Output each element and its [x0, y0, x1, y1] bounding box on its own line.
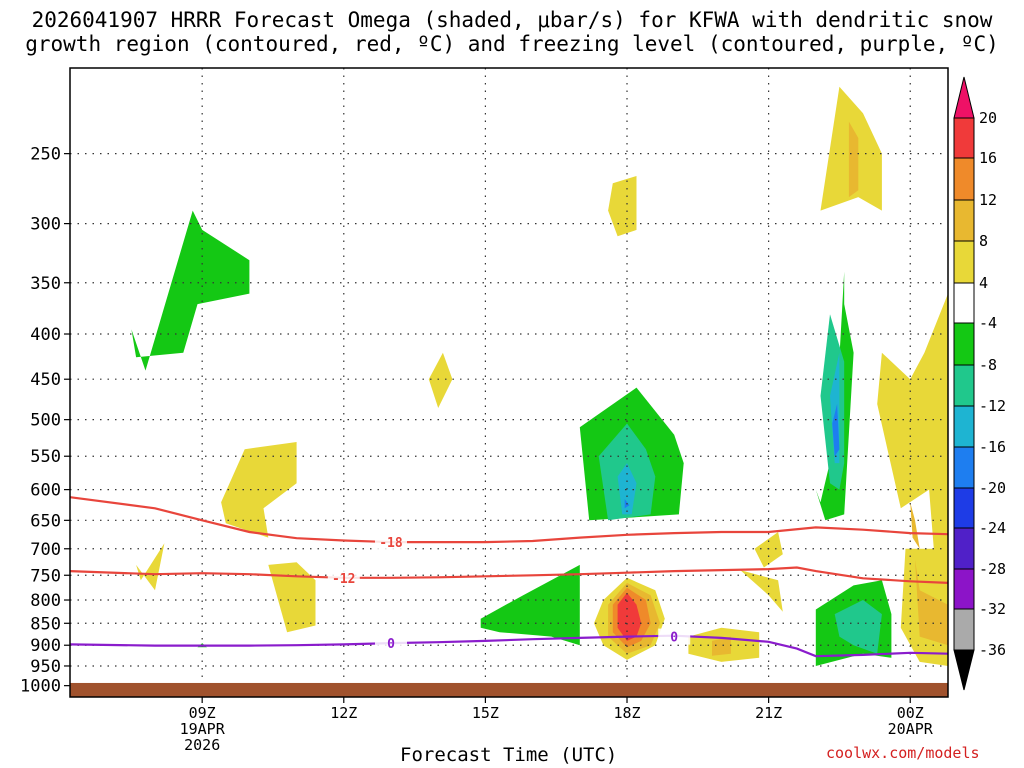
x-tick-label-9-1: 19APR	[180, 720, 226, 738]
site-credit: coolwx.com/models	[826, 744, 980, 762]
colorbar-label-11: -28	[979, 560, 1006, 578]
y-axis: 2503003504004505005506006507007508008509…	[20, 145, 70, 697]
colorbar-label-13: -36	[979, 641, 1006, 659]
omega-y9	[740, 570, 783, 612]
y-tick-label-600: 600	[30, 481, 61, 501]
freezing-level-contour-label-bg	[374, 635, 407, 652]
x-tick-label-9-2: 2026	[184, 736, 220, 754]
colorbar-label-7: -12	[979, 397, 1006, 415]
dgz-minus18-contour	[69, 496, 949, 544]
freezing-level-contour	[69, 634, 949, 658]
y-tick-label-800: 800	[30, 591, 61, 611]
colorbar-label-6: -8	[979, 356, 997, 374]
dgz-minus18-contour-label-bg	[374, 534, 407, 551]
plot-background	[70, 68, 948, 697]
omega-y1	[136, 543, 165, 591]
y-tick-label-750: 750	[30, 566, 61, 586]
plot-frame	[69, 67, 949, 698]
colorbar-bin-11	[953, 527, 975, 570]
colorbar-bin-5	[953, 282, 975, 324]
omega-y5	[608, 176, 637, 237]
colorbar-label-1: 16	[979, 149, 997, 167]
omega-c12	[834, 600, 882, 654]
colorbar-label-10: -24	[979, 519, 1006, 537]
y-tick-label-950: 950	[30, 657, 61, 677]
omega-g3	[480, 564, 580, 646]
colorbar-bin-7	[953, 364, 975, 407]
x-tick-label-21-0: 21Z	[755, 704, 782, 722]
omega-y3	[268, 562, 316, 633]
dgz-minus18-contour-label: -18	[379, 536, 403, 551]
colorbar-label-3: 8	[979, 232, 988, 250]
freezing-label-2-label: 0	[670, 631, 678, 646]
y-tick-label-1000: 1000	[20, 677, 61, 697]
colorbar-bin-4	[953, 240, 975, 284]
ground-terrain	[70, 682, 948, 697]
colorbar-bin-1	[953, 117, 975, 159]
x-tick-label-24-0: 00Z	[897, 704, 924, 722]
x-axis-title: Forecast Time (UTC)	[400, 744, 618, 766]
y-tick-label-400: 400	[30, 325, 61, 345]
y-tick-label-250: 250	[30, 145, 61, 165]
omega-g1	[131, 210, 250, 371]
y-tick-label-700: 700	[30, 540, 61, 560]
colorbar-label-8: -16	[979, 438, 1006, 456]
colorbar-bin-8	[953, 405, 975, 448]
omega-y8	[754, 532, 783, 568]
x-tick-label-12-0: 12Z	[330, 704, 357, 722]
y-tick-label-900: 900	[30, 636, 61, 656]
omega-y4	[428, 352, 453, 408]
colorbar-bin-12	[953, 568, 975, 610]
colorbar-bin-0	[953, 76, 975, 119]
omega-shading	[70, 68, 948, 697]
colorbar-label-9: -20	[979, 479, 1006, 497]
omega-d11	[832, 404, 840, 457]
omega-o13	[915, 559, 948, 646]
colorbar: 20 16 12 8 4 -4 -8 -12 -16 -20 -24 -28 -32 -36	[953, 76, 1006, 691]
x-tick-label-15-0: 15Z	[472, 704, 499, 722]
colorbar-bin-2	[953, 157, 975, 201]
y-tick-label-300: 300	[30, 215, 61, 235]
y-tick-label-500: 500	[30, 411, 61, 431]
colorbar-label-2: 12	[979, 191, 997, 209]
omega-o14	[910, 502, 920, 549]
dgz-minus12-contour-label-bg	[327, 569, 360, 586]
colorbar-bin-14	[953, 649, 975, 691]
dgz-minus12-contour-label: -12	[332, 572, 355, 587]
colorbar-label-4: 4	[979, 274, 988, 292]
y-tick-label-450: 450	[30, 370, 61, 390]
colorbar-label-12: -32	[979, 600, 1006, 618]
freezing-label-2-label-bg	[658, 628, 691, 645]
x-tick-label-24-1: 20APR	[888, 720, 934, 738]
freezing-level-contour-label: 0	[387, 637, 395, 652]
colorbar-bin-13	[953, 608, 975, 651]
colorbar-label-0: 20	[979, 109, 997, 127]
dgz-minus12-contour	[69, 566, 949, 584]
omega-o7	[712, 636, 731, 656]
y-tick-label-650: 650	[30, 511, 61, 531]
colorbar-bin-6	[953, 322, 975, 366]
chart-title-line-2: growth region (contoured, red, ºC) and f…	[25, 32, 999, 56]
colorbar-bin-10	[953, 487, 975, 529]
colorbar-bin-9	[953, 446, 975, 489]
y-tick-label-850: 850	[30, 614, 61, 634]
omega-o10	[848, 121, 859, 198]
x-tick-label-9-0: 09Z	[189, 704, 216, 722]
omega-p6	[617, 592, 642, 641]
contour-lines: -18 -12 0 0	[69, 496, 949, 658]
x-tick-label-18-0: 18Z	[613, 704, 640, 722]
chart-title-line-1: 2026041907 HRRR Forecast Omega (shaded, …	[31, 8, 993, 32]
colorbar-label-5: -4	[979, 314, 997, 332]
y-tick-label-550: 550	[30, 447, 61, 467]
omega-y13	[877, 293, 948, 666]
colorbar-bin-3	[953, 199, 975, 242]
y-tick-label-350: 350	[30, 274, 61, 294]
